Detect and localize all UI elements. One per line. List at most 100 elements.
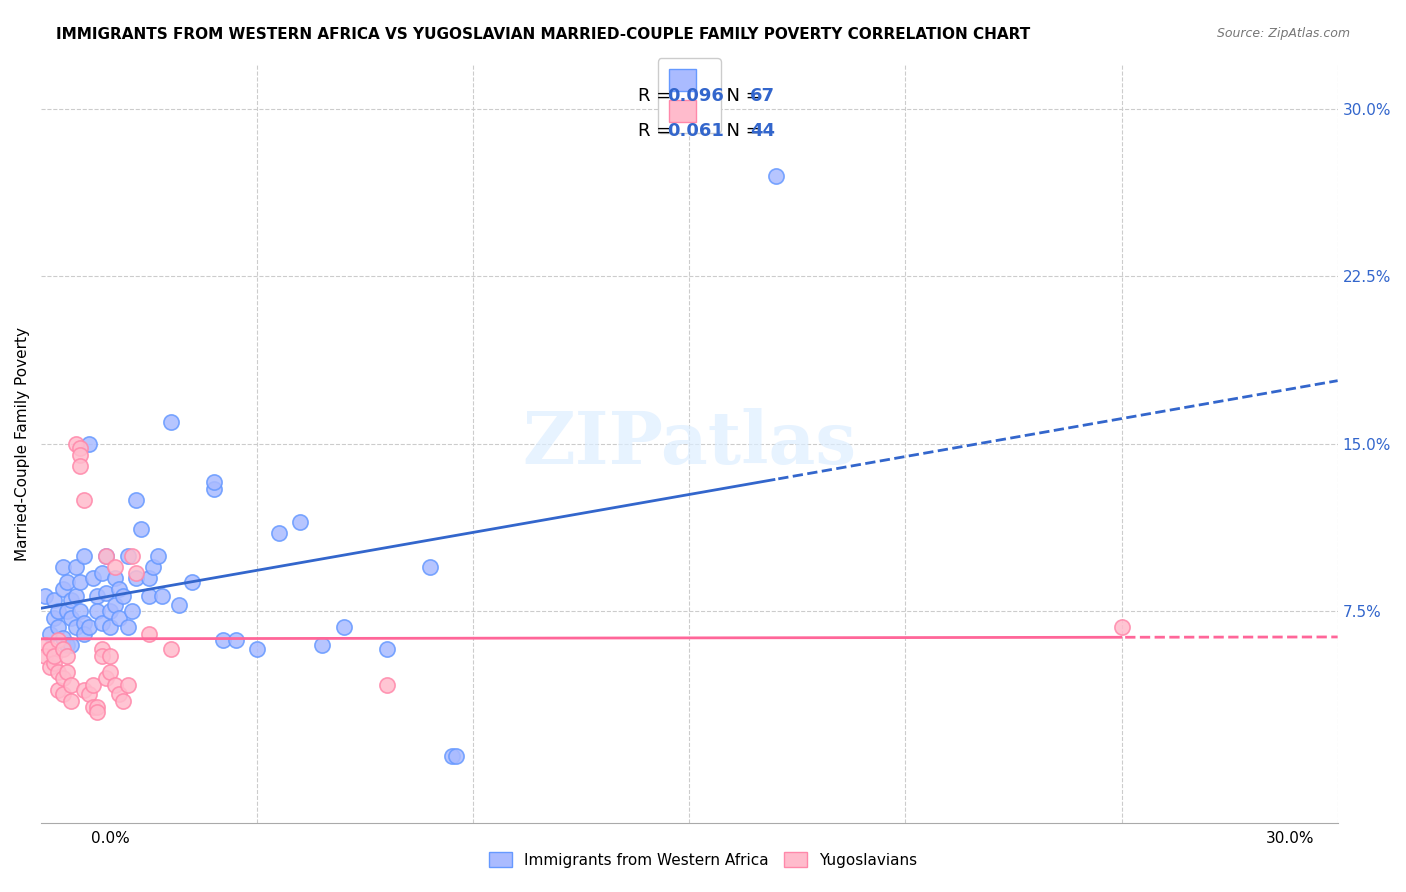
Point [103, 678, 125, 692]
Point [181, 575, 204, 590]
Point [94, 549, 117, 563]
Point [138, 571, 160, 585]
Point [142, 559, 165, 574]
Point [77, 620, 100, 634]
Point [86, 705, 108, 719]
Point [159, 415, 181, 429]
Point [86, 700, 108, 714]
Point [125, 566, 148, 581]
Point [1111, 620, 1133, 634]
Point [73, 626, 96, 640]
Point [82, 700, 104, 714]
Point [60, 611, 83, 625]
Point [60, 678, 83, 692]
Point [440, 749, 463, 764]
Point [65, 620, 87, 634]
Point [34, 589, 56, 603]
Point [202, 482, 225, 496]
Point [121, 549, 143, 563]
Point [202, 475, 225, 489]
Point [211, 633, 233, 648]
Legend: Immigrants from Western Africa, Yugoslavians: Immigrants from Western Africa, Yugoslav… [481, 844, 925, 875]
Point [65, 589, 87, 603]
Point [52, 559, 75, 574]
Text: 67: 67 [751, 87, 775, 105]
Point [98, 604, 121, 618]
Point [48, 633, 70, 648]
Point [77, 437, 100, 451]
Point [375, 642, 398, 657]
Point [65, 437, 87, 451]
Point [56, 638, 79, 652]
Point [94, 671, 117, 685]
Point [444, 749, 467, 764]
Point [169, 598, 191, 612]
Point [65, 559, 87, 574]
Point [69, 575, 91, 590]
Point [52, 687, 75, 701]
Text: 0.0%: 0.0% [91, 831, 131, 846]
Point [108, 611, 131, 625]
Point [52, 642, 75, 657]
Text: R =: R = [637, 87, 676, 105]
Point [73, 682, 96, 697]
Point [117, 678, 139, 692]
Point [112, 694, 135, 708]
Point [69, 448, 91, 462]
Point [121, 604, 143, 618]
Point [98, 648, 121, 663]
Point [60, 694, 83, 708]
Point [56, 575, 79, 590]
Point [138, 589, 160, 603]
Point [112, 589, 135, 603]
Point [290, 515, 312, 529]
Point [82, 571, 104, 585]
Point [419, 559, 441, 574]
Text: 0.096: 0.096 [668, 87, 724, 105]
Point [108, 582, 131, 596]
Text: 44: 44 [751, 122, 775, 140]
Point [150, 589, 173, 603]
Point [48, 604, 70, 618]
Point [125, 571, 148, 585]
Point [125, 492, 148, 507]
Point [38, 626, 60, 640]
Point [138, 626, 160, 640]
Point [108, 687, 131, 701]
Point [73, 492, 96, 507]
Point [103, 598, 125, 612]
Point [90, 648, 112, 663]
Point [56, 648, 79, 663]
Text: R =: R = [637, 122, 676, 140]
Point [38, 642, 60, 657]
Point [42, 656, 65, 670]
Point [86, 604, 108, 618]
Point [117, 549, 139, 563]
Point [246, 642, 269, 657]
Point [60, 638, 83, 652]
Text: ZIPatlas: ZIPatlas [522, 409, 856, 479]
Point [69, 442, 91, 456]
Text: N =: N = [716, 87, 766, 105]
Text: Source: ZipAtlas.com: Source: ZipAtlas.com [1216, 27, 1350, 40]
Point [48, 620, 70, 634]
Point [77, 687, 100, 701]
Point [69, 604, 91, 618]
Point [38, 660, 60, 674]
Point [90, 566, 112, 581]
Point [90, 615, 112, 630]
Text: 30.0%: 30.0% [1267, 831, 1315, 846]
Point [48, 682, 70, 697]
Point [267, 526, 290, 541]
Point [42, 611, 65, 625]
Point [94, 549, 117, 563]
Point [56, 604, 79, 618]
Point [48, 665, 70, 679]
Point [103, 571, 125, 585]
Point [90, 642, 112, 657]
Point [129, 522, 152, 536]
Point [103, 559, 125, 574]
Point [225, 633, 247, 648]
Point [69, 459, 91, 474]
Point [42, 593, 65, 607]
